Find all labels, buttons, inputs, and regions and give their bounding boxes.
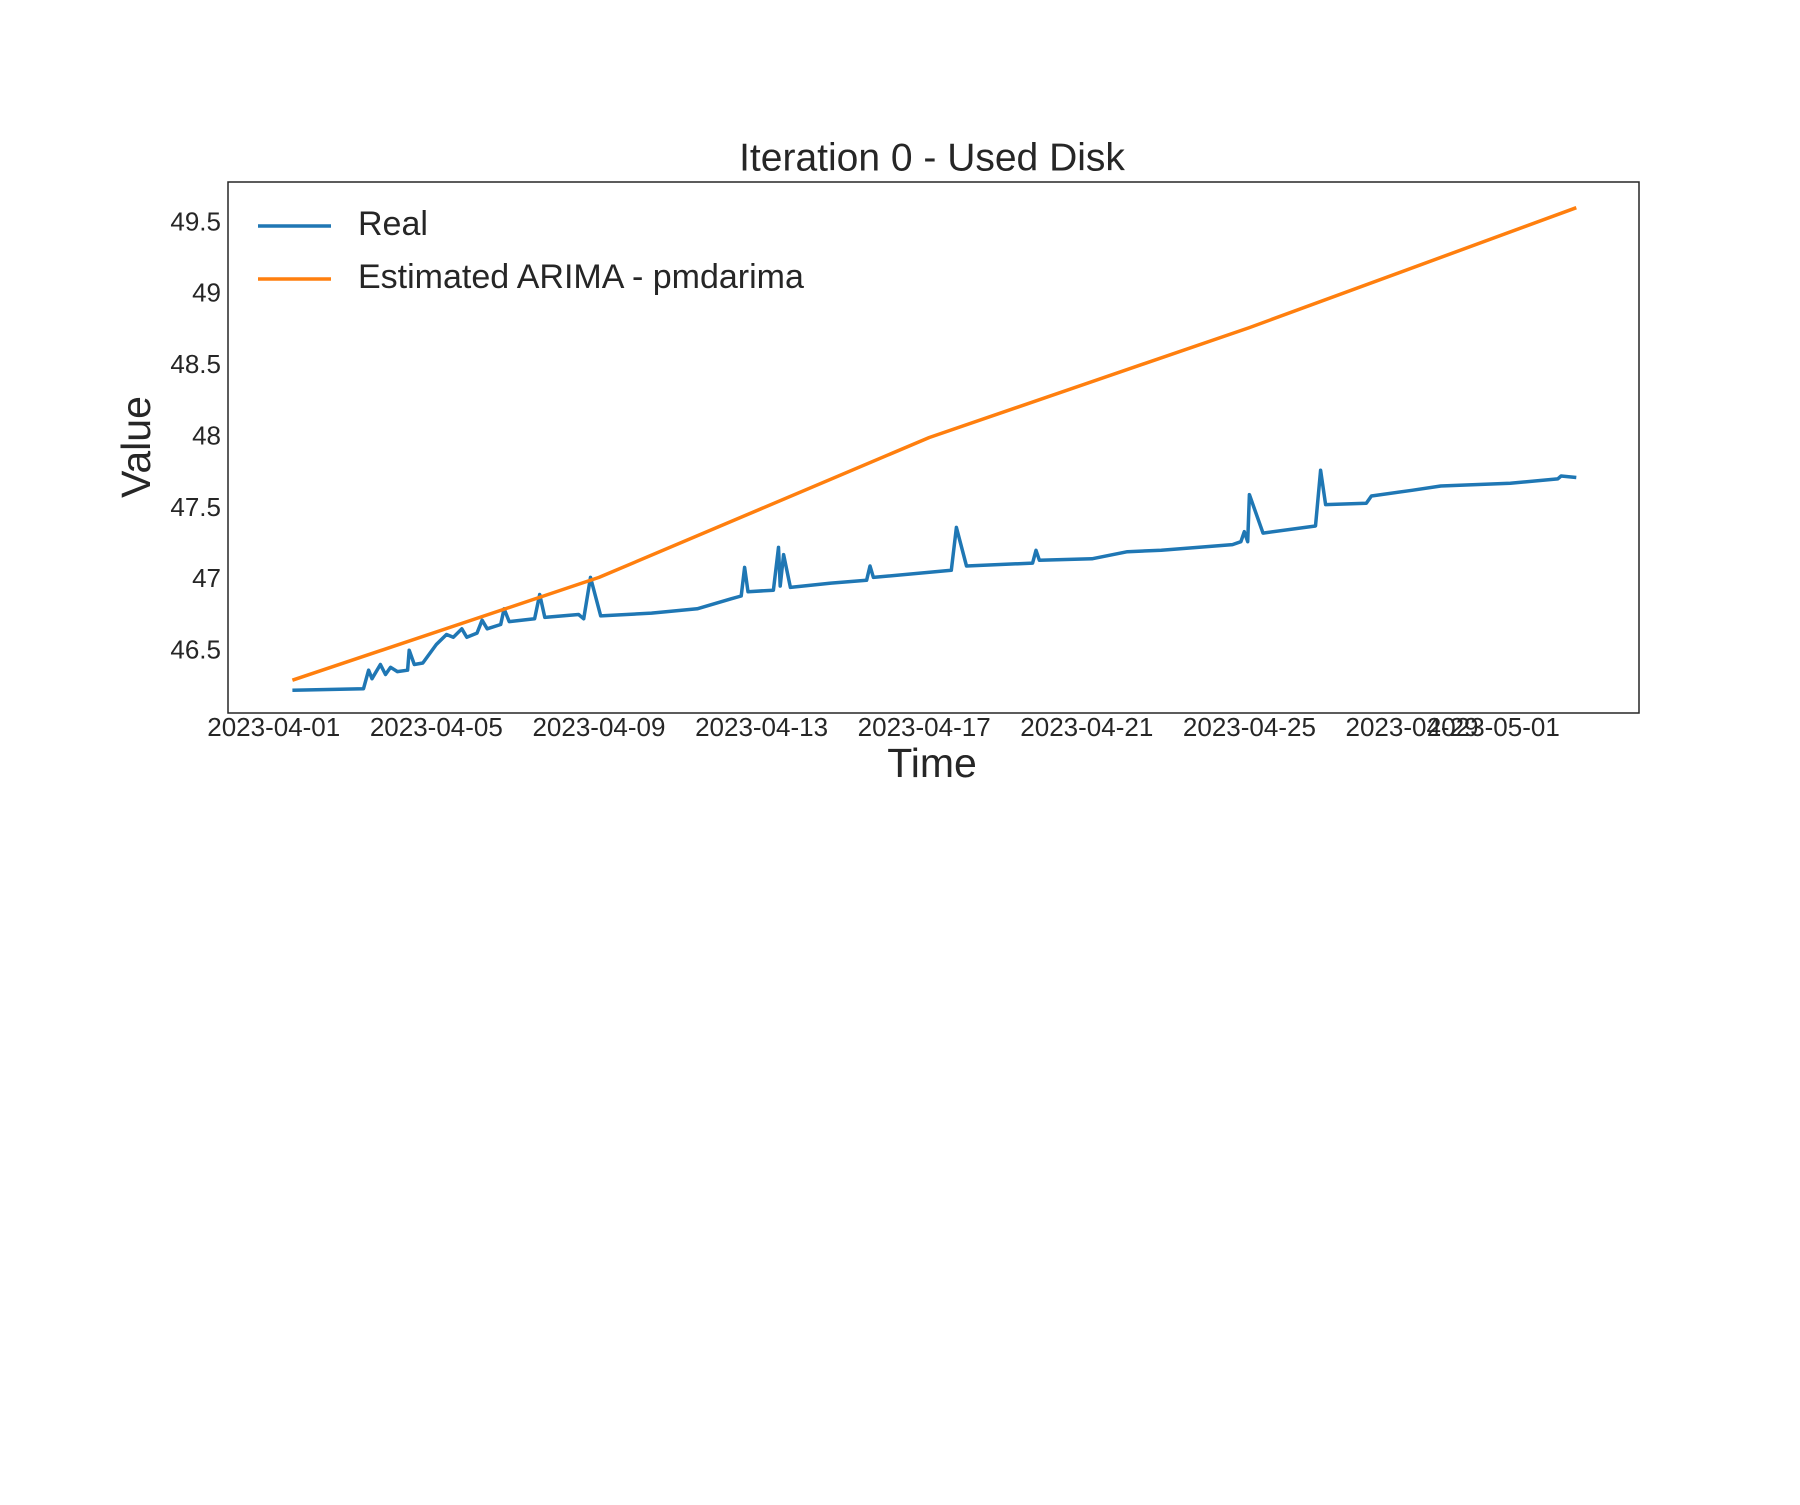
y-tick-label: 49 bbox=[192, 278, 221, 308]
line bbox=[292, 468, 1577, 692]
plot-frame bbox=[227, 181, 1640, 714]
x-tick-label: 2023-05-01 bbox=[1427, 712, 1560, 742]
y-tick-label: 47 bbox=[192, 563, 221, 593]
x-tick-label: 2023-04-29 bbox=[1346, 712, 1479, 742]
legend-label: Real bbox=[358, 205, 428, 243]
line bbox=[291, 206, 1577, 682]
y-tick-label: 48 bbox=[192, 420, 221, 450]
y-tick-label: 48.5 bbox=[170, 349, 221, 379]
x-tick-label: 2023-04-05 bbox=[370, 712, 503, 742]
x-tick-label: 2023-04-13 bbox=[695, 712, 828, 742]
y-tick-label: 46.5 bbox=[170, 634, 221, 664]
legend-label: Estimated ARIMA - pmdarima bbox=[358, 258, 804, 296]
y-tick-label: 49.5 bbox=[170, 206, 221, 236]
x-tick-label: 2023-04-17 bbox=[858, 712, 991, 742]
y-tick-label: 47.5 bbox=[170, 492, 221, 522]
x-tick-label: 2023-04-01 bbox=[207, 712, 340, 742]
x-axis-label: Time bbox=[887, 740, 977, 786]
chart-title: Iteration 0 - Used Disk bbox=[739, 136, 1125, 179]
x-tick-label: 2023-04-21 bbox=[1020, 712, 1153, 742]
x-tick-label: 2023-04-25 bbox=[1183, 712, 1316, 742]
y-axis-label: Value bbox=[113, 396, 159, 498]
x-tick-label: 2023-04-09 bbox=[532, 712, 665, 742]
